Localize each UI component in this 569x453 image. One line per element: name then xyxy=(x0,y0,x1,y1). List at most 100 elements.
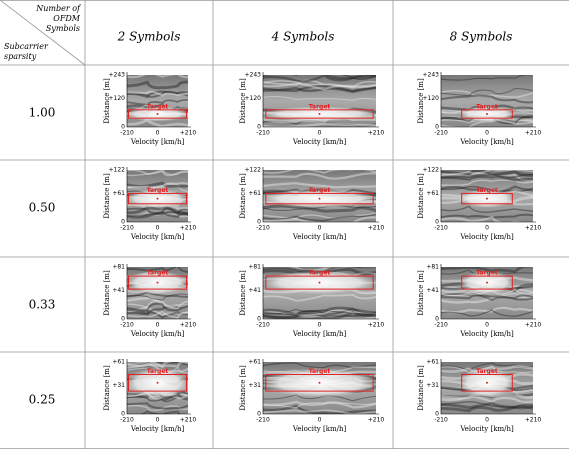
streak xyxy=(263,172,376,180)
y-tick-label: +61 xyxy=(112,359,125,366)
streak xyxy=(441,90,533,98)
streak xyxy=(263,293,376,302)
streak xyxy=(441,216,526,222)
x-tick-label: -210 xyxy=(434,417,448,424)
x-tick-label: -210 xyxy=(256,130,270,137)
axes xyxy=(262,359,379,415)
x-tick-label: +210 xyxy=(368,322,385,329)
x-tick-label: +210 xyxy=(368,225,385,232)
x-tick-label: 0 xyxy=(485,417,489,424)
target-dot xyxy=(486,281,488,284)
streak xyxy=(263,82,376,91)
streak xyxy=(127,182,188,189)
y-tick-label: +41 xyxy=(248,287,261,294)
target-dot xyxy=(156,381,159,384)
x-tick-label: 0 xyxy=(485,130,489,137)
y-tick-label: +41 xyxy=(426,287,439,294)
streak xyxy=(441,395,533,404)
target-box xyxy=(265,109,374,119)
x-tick-label: +210 xyxy=(180,225,197,232)
y-axis-label: Distance [m] xyxy=(417,78,425,124)
axes xyxy=(126,72,191,128)
x-tick-label: 0 xyxy=(156,130,160,137)
target-box xyxy=(461,373,513,392)
streak xyxy=(263,306,376,317)
target-box xyxy=(128,192,187,205)
y-axis-label: Distance [m] xyxy=(417,270,425,316)
axes xyxy=(126,359,191,415)
streak xyxy=(441,294,533,302)
x-tick-label: +210 xyxy=(525,322,542,329)
streak xyxy=(441,179,533,187)
x-tick-label: -210 xyxy=(120,130,134,137)
streak xyxy=(127,402,188,410)
y-tick-label: +81 xyxy=(112,264,125,271)
corner-bottom: sparsity xyxy=(4,52,37,61)
target-label: Target xyxy=(476,187,498,194)
y-tick-label: 0 xyxy=(121,411,125,418)
streak xyxy=(441,365,533,373)
x-tick-label: -210 xyxy=(256,417,270,424)
heatmap xyxy=(263,170,376,222)
streak xyxy=(127,181,188,189)
y-tick-label: +122 xyxy=(245,167,262,174)
streak xyxy=(263,362,376,369)
target-label: Target xyxy=(147,368,169,375)
target-dot xyxy=(486,113,488,115)
y-tick-label: +31 xyxy=(248,382,261,389)
target-box xyxy=(128,275,187,290)
target-dot xyxy=(156,281,159,284)
x-tick-label: -210 xyxy=(434,225,448,232)
y-tick-label: 0 xyxy=(121,219,125,226)
target-label: Target xyxy=(147,103,169,110)
x-tick-label: +210 xyxy=(525,130,542,137)
row-label: 0.33 xyxy=(29,298,56,312)
x-tick-label: 0 xyxy=(318,130,322,137)
streak xyxy=(263,309,376,316)
y-tick-label: 0 xyxy=(121,316,125,323)
streak xyxy=(127,362,188,366)
y-tick-label: +61 xyxy=(112,190,125,197)
streak xyxy=(263,122,376,127)
x-tick-label: -210 xyxy=(120,322,134,329)
target-label: Target xyxy=(309,103,331,110)
target-box xyxy=(128,109,187,119)
streak xyxy=(127,211,188,218)
axes xyxy=(440,264,536,320)
column-header: 4 Symbols xyxy=(271,30,335,44)
streak xyxy=(441,267,533,274)
streak xyxy=(127,302,188,312)
y-tick-label: 0 xyxy=(257,316,261,323)
streak xyxy=(441,94,533,104)
y-tick-label: +122 xyxy=(423,167,440,174)
y-tick-label: +41 xyxy=(112,287,125,294)
row-label: 0.50 xyxy=(29,201,56,215)
x-axis-label: Velocity [km/h] xyxy=(459,425,514,433)
axes xyxy=(440,167,536,223)
target-box xyxy=(461,275,513,290)
y-tick-label: +81 xyxy=(426,264,439,271)
x-tick-label: 0 xyxy=(156,225,160,232)
y-tick-label: +61 xyxy=(248,190,261,197)
streak xyxy=(263,307,376,315)
x-tick-label: +210 xyxy=(368,130,385,137)
streak xyxy=(127,118,188,127)
x-tick-label: +210 xyxy=(180,322,197,329)
streak xyxy=(127,75,188,79)
target-box xyxy=(461,109,513,119)
y-axis-label: Distance [m] xyxy=(239,365,247,411)
streak xyxy=(441,401,533,410)
y-tick-label: 0 xyxy=(121,124,125,131)
streak xyxy=(441,401,533,408)
streak xyxy=(263,213,376,222)
y-tick-label: +243 xyxy=(109,72,126,79)
axes xyxy=(262,264,379,320)
streak xyxy=(127,80,188,90)
column-header: 2 Symbols xyxy=(117,30,181,44)
x-axis-label: Velocity [km/h] xyxy=(292,138,347,146)
axes xyxy=(126,264,191,320)
row-label: 1.00 xyxy=(29,106,56,120)
